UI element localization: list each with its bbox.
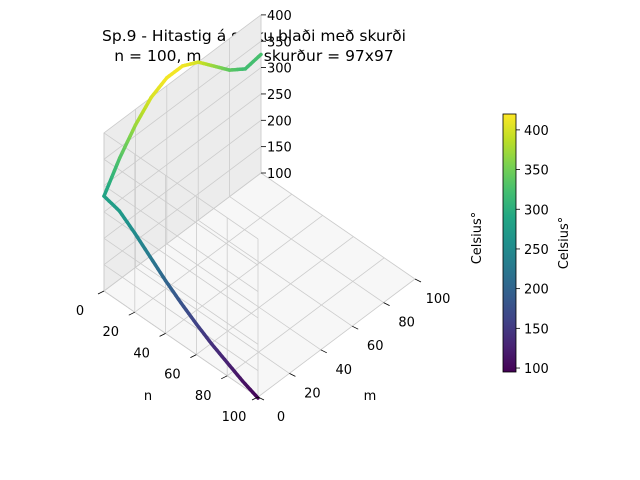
colorbar: 100 150 200 250 300 350 400 Celsius°: [502, 113, 572, 377]
colorbar-ticks: 100 150 200 250 300 350 400: [516, 124, 549, 377]
colorbar-label: Celsius°: [557, 217, 572, 270]
z-tick-label: 250: [267, 88, 292, 103]
gridline: [257, 278, 416, 398]
gridline: [103, 93, 262, 213]
x-tick-mark: [97, 290, 105, 295]
gridline: [197, 219, 353, 327]
y-tick-label: 60: [367, 339, 384, 354]
colorbar-tick-label: 100: [524, 362, 549, 377]
y-tick-mark: [257, 396, 265, 401]
z-tick-label: 100: [267, 167, 292, 182]
z-tick-label: 300: [267, 62, 292, 77]
x-axis-label: n: [144, 389, 152, 404]
y-tick-label: 20: [304, 386, 321, 401]
surface-segment: [256, 52, 263, 59]
z-tick-label: 200: [267, 114, 292, 129]
colorbar-tick-label: 200: [524, 283, 549, 298]
z-tick-label: 400: [267, 9, 292, 24]
y-tick-mark: [289, 373, 296, 377]
colorbar-tick-label: 400: [524, 124, 549, 139]
z-tick-label: 150: [267, 141, 292, 156]
x-tick-mark: [159, 333, 166, 337]
x-tick-label: 80: [195, 389, 212, 404]
y-tick-mark: [352, 325, 359, 330]
y-tick-mark: [383, 302, 390, 306]
gridline: [166, 243, 322, 351]
x-tick-label: 100: [222, 410, 247, 425]
y-tick-mark: [320, 349, 327, 354]
gridline: [260, 172, 416, 280]
axis-ticks: 0 20 40 60 80 100 0 20 40 60 80 100 100 150 200 250 300 3…: [76, 9, 451, 425]
gridline: [103, 211, 259, 319]
colorbar-tick-label: 250: [524, 243, 549, 258]
x-tick-mark: [251, 396, 259, 401]
gridline: [103, 119, 262, 239]
gridline: [103, 14, 262, 134]
colorbar-gradient: [502, 113, 517, 373]
x-tick-label: 60: [164, 368, 181, 383]
gridline: [103, 158, 259, 266]
x-tick-label: 0: [76, 304, 84, 319]
x-tick-mark: [190, 354, 197, 358]
colorbar-tick-label: 150: [524, 322, 549, 337]
gridline: [134, 193, 293, 313]
z-tick-label: 350: [267, 35, 292, 50]
y-tick-mark: [414, 278, 422, 283]
gridline: [226, 257, 385, 377]
gridline: [103, 290, 259, 398]
gridline: [103, 237, 259, 345]
gridline: [165, 215, 323, 334]
gridline: [103, 172, 262, 292]
colorbar-tick-label: 300: [524, 203, 549, 218]
y-tick-label: 100: [426, 292, 451, 307]
x-tick-label: 40: [133, 346, 150, 361]
z-axis-label: Celsius°: [470, 212, 485, 265]
x-tick-mark: [128, 311, 135, 316]
gridline: [103, 67, 262, 186]
axes-3d: [103, 14, 416, 398]
y-tick-label: 40: [336, 363, 353, 378]
x-tick-mark: [221, 375, 228, 380]
gridline: [229, 196, 384, 303]
gridline: [196, 236, 354, 355]
gridline: [103, 132, 259, 240]
gridline: [103, 264, 259, 371]
y-tick-label: 80: [398, 316, 415, 331]
y-tick-label: 0: [277, 410, 285, 425]
surface-plot: [102, 52, 263, 400]
x-tick-label: 20: [103, 325, 120, 340]
y-axis-label: m: [364, 389, 377, 404]
gridline: [103, 146, 262, 265]
colorbar-tick-label: 350: [524, 164, 549, 179]
gridline: [135, 267, 290, 374]
gridline: [103, 185, 259, 292]
